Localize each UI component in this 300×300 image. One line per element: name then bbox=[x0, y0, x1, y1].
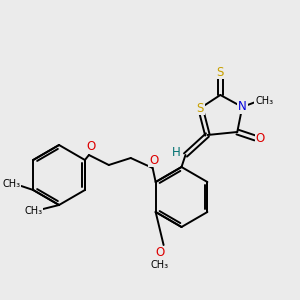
Text: CH₃: CH₃ bbox=[2, 179, 20, 189]
Text: O: O bbox=[256, 133, 265, 146]
Text: O: O bbox=[149, 154, 158, 166]
Text: O: O bbox=[155, 247, 164, 260]
Text: S: S bbox=[217, 65, 224, 79]
Text: CH₃: CH₃ bbox=[24, 206, 42, 216]
Text: O: O bbox=[86, 140, 95, 154]
Text: N: N bbox=[238, 100, 247, 113]
Text: S: S bbox=[197, 101, 204, 115]
Text: H: H bbox=[172, 146, 181, 160]
Text: CH₃: CH₃ bbox=[151, 260, 169, 270]
Text: CH₃: CH₃ bbox=[255, 96, 273, 106]
